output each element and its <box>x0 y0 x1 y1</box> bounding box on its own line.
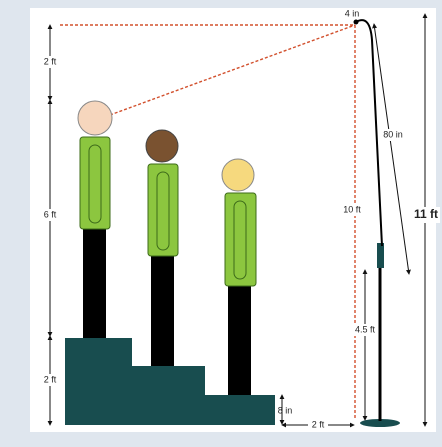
dim-label: 2 ft <box>44 374 57 384</box>
microphone <box>353 19 359 25</box>
stand-base <box>360 419 400 427</box>
dim-label: 4.5 ft <box>355 324 376 334</box>
dim-label: 2 ft <box>44 56 57 66</box>
stairs <box>65 338 275 425</box>
dim-label: 10 ft <box>343 204 361 214</box>
label-bg <box>308 419 328 431</box>
label-bg <box>40 56 60 68</box>
arm <box>88 144 102 224</box>
arm <box>233 200 247 280</box>
label-bg <box>341 204 365 216</box>
body <box>79 136 111 230</box>
head <box>221 158 255 192</box>
label-bg <box>353 324 377 336</box>
legs <box>228 283 251 395</box>
dim-label: 6 ft <box>44 209 57 219</box>
sight-line <box>109 24 356 116</box>
boom <box>355 19 383 247</box>
arm <box>156 171 170 251</box>
dim-label: 2 ft <box>312 419 325 429</box>
legs <box>151 253 174 366</box>
stand-clamp <box>377 243 384 268</box>
label-bg <box>40 209 60 221</box>
dim-line <box>372 23 411 275</box>
label-bg <box>40 374 60 386</box>
dim-label: 4 in <box>345 8 360 18</box>
head <box>145 129 179 163</box>
head <box>77 100 113 136</box>
label-bg <box>382 129 404 141</box>
dim-label: 8 in <box>278 405 293 415</box>
dim-label: 80 in <box>383 129 403 139</box>
body <box>224 192 257 287</box>
label-bg <box>412 207 440 223</box>
dim-label: 11 ft <box>414 207 438 221</box>
body <box>147 163 179 257</box>
legs <box>83 226 106 338</box>
